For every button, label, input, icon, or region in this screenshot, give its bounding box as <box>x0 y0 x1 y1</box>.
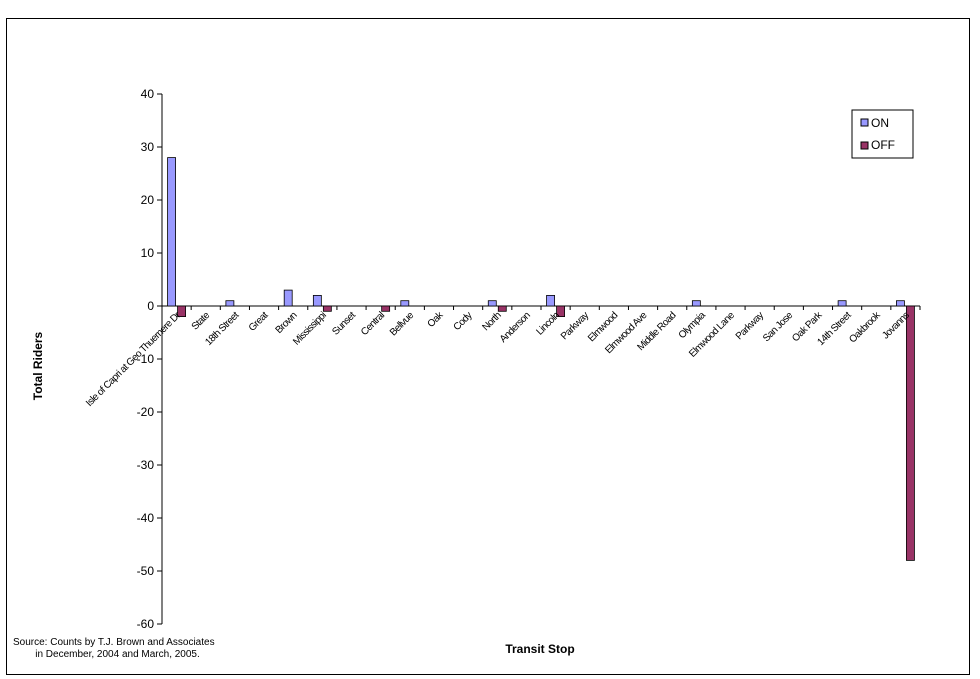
y-tick-label: -40 <box>137 511 155 525</box>
bar-on <box>487 300 497 307</box>
y-tick-label: -60 <box>137 617 155 631</box>
legend-box <box>851 109 914 159</box>
bar-on <box>691 300 701 307</box>
bar-on <box>896 300 905 307</box>
x-tick-label: Lincoln <box>534 310 561 337</box>
x-tick-label: Isle of Capri at Geo Thuernere Dr <box>84 309 183 408</box>
x-tick-labels: Isle of Capri at Geo Thuernere Dr State18… <box>84 309 912 409</box>
x-tick-label: Oakbrook <box>847 309 883 345</box>
bars <box>167 157 915 561</box>
y-tick-label: -20 <box>137 405 155 419</box>
legend: ON OFF <box>851 109 914 159</box>
y-tick-label: 10 <box>141 246 155 260</box>
x-tick-label: Anderson <box>498 310 533 345</box>
x-tick-label: Central <box>359 310 387 338</box>
bar-on <box>400 300 410 307</box>
y-tick-label: -10 <box>137 352 155 366</box>
x-tick-label: Sunset <box>330 310 358 338</box>
x-tick-label: Brown <box>274 310 300 336</box>
bar-off <box>906 305 915 561</box>
x-tick-label: North <box>480 310 503 333</box>
chart-frame <box>6 18 970 675</box>
x-tick-label: Cody <box>452 310 475 333</box>
x-tick-label: Bellvue <box>388 310 417 339</box>
bar-on <box>167 157 176 307</box>
bar-off <box>497 305 507 312</box>
legend-label-on: ON <box>871 116 889 130</box>
y-tick-label: 0 <box>147 299 154 313</box>
y-tick-label: 40 <box>141 87 155 101</box>
bar-on <box>283 289 293 307</box>
x-tick-label: San Jose <box>761 310 796 345</box>
y-tick-label: -50 <box>137 564 155 578</box>
axes <box>157 93 921 625</box>
x-tick-label: State <box>190 310 213 333</box>
y-axis-title: Total Riders <box>31 331 45 400</box>
bar-on <box>225 300 235 307</box>
source-note: Source: Counts by T.J. Brown and Associa… <box>13 637 215 660</box>
x-tick-label: Oak <box>426 309 447 330</box>
bar-on <box>837 300 847 307</box>
x-axis-title: Transit Stop <box>505 642 574 656</box>
bar-off <box>322 305 332 312</box>
y-tick-labels: 40 30 20 10 0 -10 -20 -30 -40 -50 -60 <box>137 87 155 631</box>
legend-label-off: OFF <box>871 138 895 152</box>
y-tick-label: 30 <box>141 140 155 154</box>
bar-off <box>177 305 186 318</box>
bar-on <box>546 294 555 307</box>
legend-swatch-off <box>860 141 869 150</box>
bar-on <box>312 294 322 307</box>
x-tick-label: Great <box>247 310 271 334</box>
bar-off <box>381 305 391 312</box>
y-tick-label: -30 <box>137 458 155 472</box>
bar-off <box>556 305 565 318</box>
legend-swatch-on <box>860 118 869 127</box>
y-tick-label: 20 <box>141 193 155 207</box>
